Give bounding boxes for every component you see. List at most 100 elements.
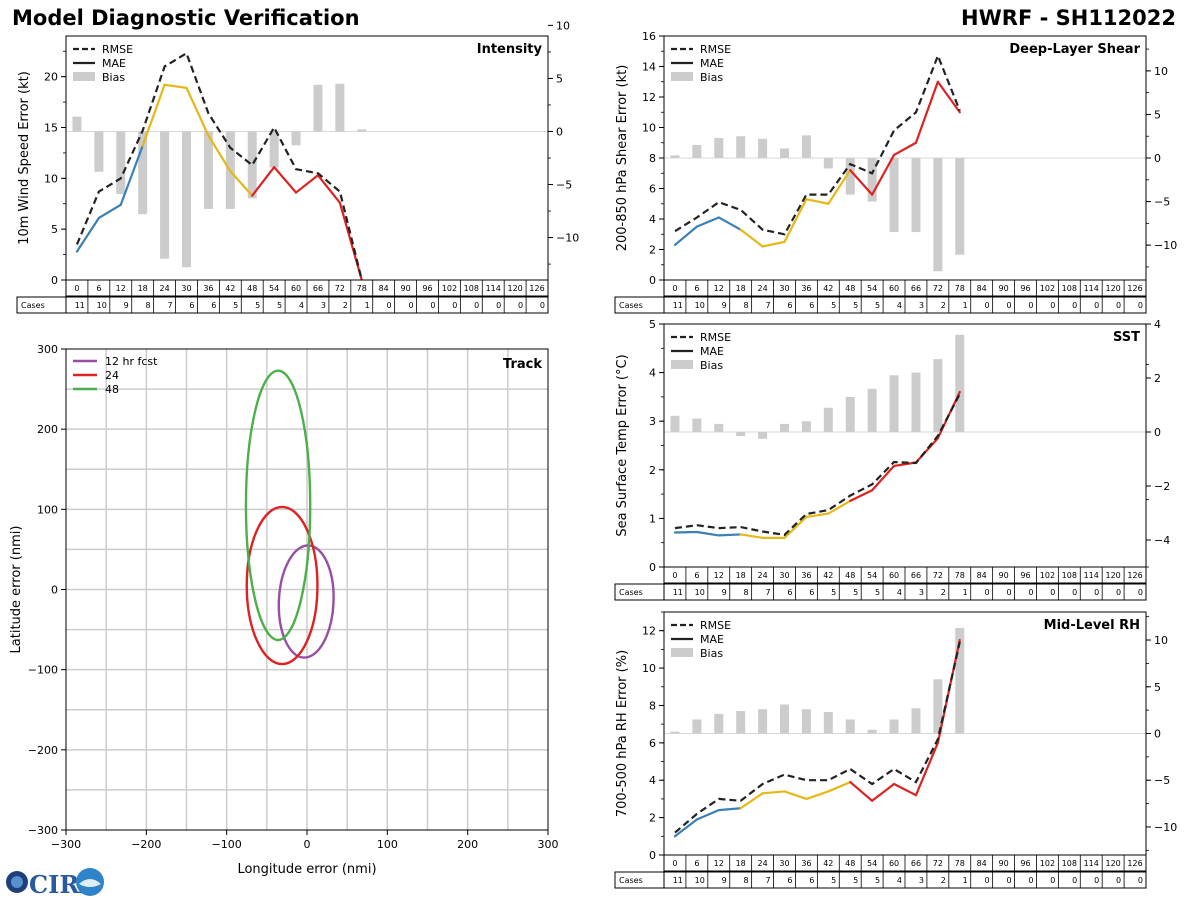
case-count: 4 <box>897 588 902 597</box>
case-count: 8 <box>744 588 749 597</box>
case-count: 9 <box>124 301 129 310</box>
forecast-hour-label: 24 <box>757 284 767 293</box>
rmse-line <box>674 393 961 537</box>
case-count: 4 <box>897 301 902 310</box>
bias-bar <box>714 423 724 432</box>
bias-bar <box>955 334 965 432</box>
case-count: 0 <box>1006 876 1011 885</box>
forecast-hour-label: 18 <box>736 859 746 868</box>
forecast-hour-label: 54 <box>269 284 279 293</box>
x-tick-label: −300 <box>51 838 81 851</box>
bias-bar <box>160 131 170 259</box>
case-count: 1 <box>963 588 968 597</box>
mae-line-segment <box>739 533 764 539</box>
y-axis-label: Sea Surface Temp Error (°C) <box>615 354 630 536</box>
case-count: 0 <box>1116 876 1121 885</box>
y-tick-label: 16 <box>642 30 656 43</box>
forecast-hour-label: 60 <box>889 284 899 293</box>
x-tick-label: 200 <box>457 838 478 851</box>
bias-bar <box>692 144 702 158</box>
bias-bar <box>801 421 811 432</box>
case-count: 5 <box>277 301 282 310</box>
forecast-hour-label: 48 <box>845 571 855 580</box>
case-count: 6 <box>809 588 814 597</box>
legend-bias-label: Bias <box>102 71 125 84</box>
forecast-hour-label: 126 <box>1127 571 1142 580</box>
case-count: 2 <box>941 301 946 310</box>
forecast-hour-label: 36 <box>801 571 811 580</box>
forecast-hour-label: 48 <box>247 284 257 293</box>
y-tick-label: 15 <box>44 122 58 135</box>
bias-bar <box>867 729 877 734</box>
legend-bias-label: Bias <box>700 647 723 660</box>
mae-line-segment <box>783 198 808 243</box>
case-count: 8 <box>744 301 749 310</box>
case-count: 6 <box>787 588 792 597</box>
case-count: 0 <box>1028 588 1033 597</box>
forecast-hour-label: 108 <box>1062 571 1077 580</box>
case-count: 5 <box>875 876 880 885</box>
forecast-hour-label: 6 <box>694 571 699 580</box>
bias-bar <box>867 388 877 432</box>
bias-bar <box>780 704 789 734</box>
panel-title: Mid-Level RH <box>1044 618 1140 633</box>
case-count: 5 <box>831 588 836 597</box>
case-count: 0 <box>452 301 457 310</box>
case-count: 6 <box>211 301 216 310</box>
forecast-hour-label: 90 <box>400 284 410 293</box>
case-count: 5 <box>875 301 880 310</box>
forecast-hour-label: 108 <box>464 284 479 293</box>
bias-bar <box>714 713 724 734</box>
bias-bar <box>823 158 833 169</box>
bias-bar <box>269 131 279 168</box>
bias-bar <box>182 131 191 268</box>
cases-row <box>614 296 1147 314</box>
y-tick-label: 0 <box>649 561 656 574</box>
bias-bar <box>138 131 148 215</box>
bias-bar <box>911 372 921 432</box>
case-count: 0 <box>1138 588 1143 597</box>
forecast-hour-label: 30 <box>779 284 789 293</box>
mae-line-segment <box>827 499 852 515</box>
bias-bar <box>692 418 702 432</box>
forecast-hour-label: 102 <box>442 284 457 293</box>
mae-line-segment <box>805 198 830 205</box>
mae-line-segment <box>119 144 144 206</box>
case-count: 0 <box>387 301 392 310</box>
mae-line-segment <box>761 240 786 248</box>
bias-bar <box>116 131 126 195</box>
forecast-hour-label: 30 <box>779 859 789 868</box>
case-count: 5 <box>853 876 858 885</box>
mae-line-segment <box>141 83 166 147</box>
case-count: 0 <box>1094 301 1099 310</box>
mae-line-segment <box>251 166 276 197</box>
forecast-hour-label: 96 <box>1020 284 1030 293</box>
y2-tick-label: −10 <box>1154 821 1177 834</box>
case-count: 11 <box>673 876 683 885</box>
y-tick-label: 1 <box>649 512 656 525</box>
case-count: 3 <box>919 588 924 597</box>
bias-bar <box>823 407 833 432</box>
cases-row <box>614 871 1147 889</box>
case-count: 0 <box>1116 301 1121 310</box>
bias-bar <box>801 135 811 158</box>
y-tick-label: 4 <box>649 213 656 226</box>
bias-bar <box>955 158 965 255</box>
mae-line-segment <box>717 533 742 537</box>
forecast-hour-label: 78 <box>955 859 965 868</box>
y-tick-label: 5 <box>51 223 58 236</box>
forecast-hour-label: 30 <box>779 571 789 580</box>
bias-bar <box>780 423 789 432</box>
y-tick-label: 2 <box>649 812 656 825</box>
legend-mae-label: MAE <box>700 633 724 646</box>
y2-tick-label: 5 <box>556 72 563 85</box>
x-tick-label: 0 <box>304 838 311 851</box>
y-tick-label: 4 <box>649 367 656 380</box>
forecast-hour-label: 108 <box>1062 284 1077 293</box>
forecast-hour-label: 96 <box>1020 859 1030 868</box>
bias-bar <box>845 396 855 432</box>
mae-line-segment <box>739 228 764 248</box>
case-count: 3 <box>321 301 326 310</box>
bias-bar <box>335 83 345 132</box>
forecast-hour-label: 54 <box>867 859 877 868</box>
